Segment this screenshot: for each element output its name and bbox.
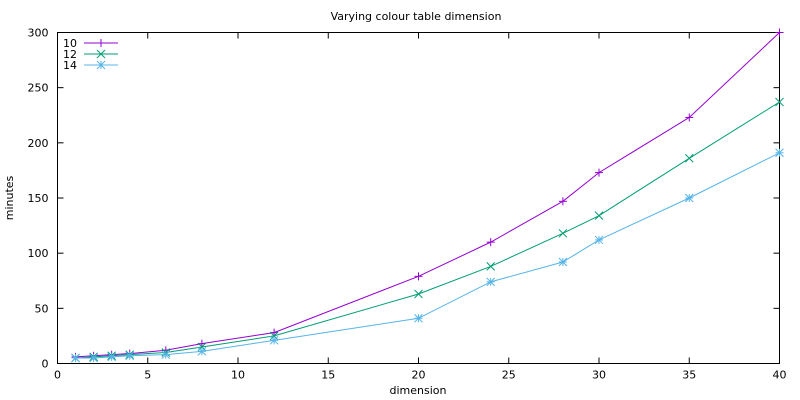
data-point [269, 335, 279, 345]
y-tick-label: 200 [28, 137, 49, 150]
data-point [161, 350, 171, 360]
series-line [75, 32, 780, 358]
data-point [775, 97, 784, 107]
y-tick-label: 100 [28, 247, 49, 260]
data-point [594, 235, 604, 245]
x-tick-label: 35 [682, 369, 696, 382]
series-12 [71, 97, 784, 363]
x-tick-label: 20 [412, 369, 426, 382]
y-tick-label: 0 [42, 358, 49, 371]
data-point [684, 193, 694, 203]
data-point [71, 353, 80, 363]
data-point [594, 211, 604, 221]
plot-frame [57, 32, 780, 364]
data-point [97, 39, 105, 47]
x-tick-label: 40 [773, 369, 787, 382]
y-tick-label: 150 [28, 192, 49, 205]
y-tick-label: 300 [28, 27, 49, 40]
data-point [125, 351, 135, 361]
chart-title: Varying colour table dimension [331, 10, 502, 23]
y-tick-label: 50 [35, 302, 49, 315]
legend-item: 10 [63, 37, 118, 50]
data-point [486, 238, 495, 247]
data-point [269, 331, 279, 341]
x-tick-label: 0 [54, 369, 61, 382]
data-point [685, 113, 694, 122]
data-point [684, 153, 694, 163]
series-10 [71, 28, 784, 361]
legend-label: 14 [63, 59, 77, 72]
legend-label: 10 [63, 37, 77, 50]
x-tick-label: 5 [144, 369, 151, 382]
series-14 [71, 148, 784, 363]
x-tick-label: 25 [502, 369, 516, 382]
data-point [197, 342, 207, 352]
x-tick-label: 30 [592, 369, 606, 382]
data-point [558, 257, 568, 267]
data-point [414, 272, 423, 281]
series-layer [71, 28, 784, 363]
y-axis-label: minutes [3, 175, 16, 220]
data-point [414, 289, 423, 299]
data-point [96, 49, 106, 59]
data-point [414, 313, 423, 323]
data-point [595, 168, 603, 177]
series-line [75, 152, 780, 359]
x-tick-label: 15 [321, 369, 335, 382]
data-point [197, 347, 207, 356]
y-tick-label: 250 [28, 82, 49, 95]
legend-item: 14 [63, 59, 118, 72]
series-line [75, 101, 780, 359]
data-point [775, 148, 784, 158]
data-point [486, 277, 496, 287]
data-point [775, 28, 784, 37]
data-point [107, 352, 117, 362]
data-point [486, 262, 496, 271]
axis-ticks: 0 5 10 15 20 25 30 35 40 0 50 100 150 200 250 300 [28, 27, 787, 382]
data-point [89, 353, 98, 363]
x-tick-label: 10 [231, 369, 245, 382]
data-point [558, 228, 568, 238]
data-point [558, 197, 567, 206]
legend-item: 12 [63, 48, 118, 61]
data-point [96, 60, 106, 70]
legend-label: 12 [63, 48, 77, 61]
x-axis-label: dimension [390, 384, 447, 397]
